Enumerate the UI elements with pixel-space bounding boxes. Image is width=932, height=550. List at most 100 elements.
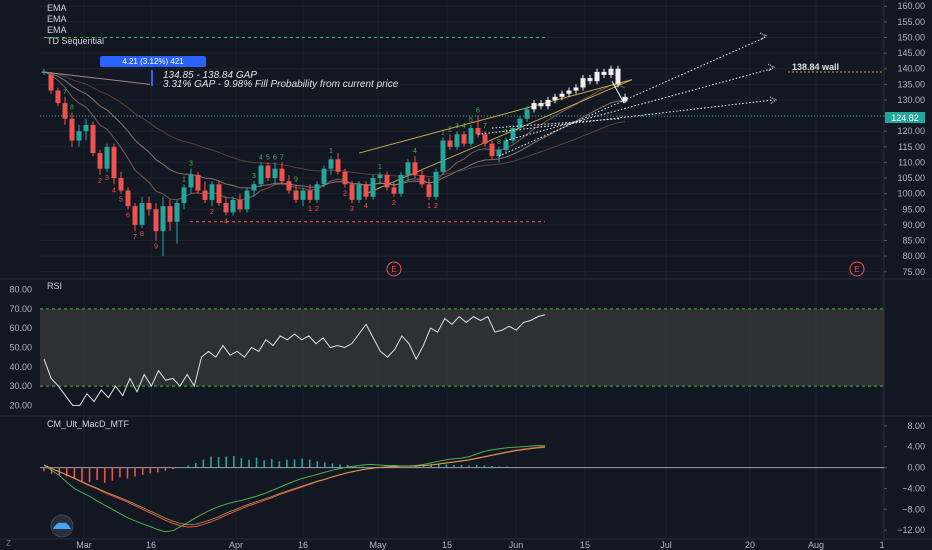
candle-body — [356, 184, 362, 200]
x-tick-label: Jun — [509, 540, 524, 550]
candle — [503, 137, 509, 154]
y-tick-label: 140.00 — [897, 64, 925, 74]
candle-body — [216, 184, 222, 204]
candle-body — [97, 153, 103, 169]
macd-y-tick-label: 4.00 — [907, 442, 925, 452]
candle-body — [566, 90, 572, 94]
macd-histogram-bar — [491, 466, 493, 468]
candle — [209, 181, 215, 207]
earnings-marker-label: E — [854, 265, 859, 274]
macd-histogram-bar — [88, 467, 91, 483]
legend-ema-1[interactable]: EMA — [47, 3, 67, 13]
macd-histogram-bar — [362, 466, 364, 468]
earnings-marker-aug[interactable]: E — [849, 261, 865, 277]
macd-signal-line — [43, 446, 546, 528]
candle — [167, 199, 173, 232]
candle — [461, 131, 467, 147]
candle — [258, 162, 264, 188]
td-count: 1 — [427, 203, 431, 210]
candle-body — [370, 178, 376, 197]
td-count: 3 — [252, 173, 256, 180]
candle — [55, 87, 61, 107]
candle — [314, 181, 320, 204]
x-tick-label: Apr — [229, 540, 243, 550]
rsi-y-tick-label: 80.00 — [9, 285, 32, 295]
x-tick-label: 20 — [745, 540, 755, 550]
candle — [174, 199, 180, 244]
wall-annotation: 138.84 wall — [788, 62, 884, 73]
td-count: 3 — [105, 175, 109, 182]
candle — [601, 68, 607, 79]
y-tick-label: 105.00 — [897, 173, 925, 183]
candle — [517, 115, 523, 132]
candle-body — [48, 74, 54, 91]
td-count: 9 — [294, 176, 298, 183]
projection-lines — [41, 32, 777, 157]
candle — [321, 165, 327, 188]
candle — [573, 84, 579, 94]
td-count: 5 — [266, 154, 270, 161]
macd-histogram-bar — [308, 459, 311, 468]
macd-histogram-bar — [187, 465, 190, 468]
macd-histogram-bar — [164, 467, 167, 471]
candle — [524, 106, 530, 122]
candle — [489, 140, 495, 160]
candle-body — [104, 146, 110, 169]
candle — [335, 153, 341, 175]
macd-histogram-bar — [354, 465, 357, 468]
y-tick-label: 145.00 — [897, 48, 925, 58]
x-tick-label: 16 — [146, 540, 156, 550]
candle-body — [167, 206, 173, 222]
x-tick-label: 15 — [580, 540, 590, 550]
rsi-y-tick-label: 20.00 — [9, 400, 32, 410]
candle — [377, 171, 383, 185]
candle — [370, 174, 376, 200]
candle — [223, 196, 229, 216]
measure-box: 4.21 (3.12%) 421 — [100, 56, 206, 67]
candle-body — [69, 118, 75, 141]
macd-line — [43, 445, 545, 533]
legend-ema-2[interactable]: EMA — [47, 14, 67, 24]
candle — [510, 124, 516, 144]
candle — [545, 96, 551, 110]
td-count: 2 — [434, 203, 438, 210]
candle-body — [622, 96, 628, 102]
macd-histogram-bar — [278, 461, 281, 468]
y-tick-label: 110.00 — [898, 157, 925, 167]
candle — [160, 196, 166, 257]
candle — [538, 99, 544, 110]
candle-body — [244, 190, 250, 210]
legend-ema-3[interactable]: EMA — [47, 25, 67, 35]
candle — [118, 171, 124, 194]
candle-body — [237, 199, 243, 210]
candle — [328, 156, 334, 175]
macd-histogram-bar — [498, 466, 501, 468]
candle-body — [265, 165, 271, 179]
td-count: 3 — [350, 206, 354, 213]
x-tick-label: May — [369, 540, 387, 550]
candle — [181, 184, 187, 210]
candle-body — [384, 174, 390, 188]
candle — [244, 187, 250, 213]
candle-body — [454, 134, 460, 147]
macd-histogram-bar — [468, 465, 470, 468]
earnings-marker-label: E — [391, 265, 396, 274]
candle-body — [377, 174, 383, 179]
candlestick-series — [41, 65, 628, 257]
td-count: 2 — [392, 200, 396, 207]
legend-td-sequential[interactable]: TD Sequential — [47, 36, 105, 46]
td-count: 8 — [70, 104, 74, 111]
macd-histogram-bar — [172, 467, 174, 470]
candle — [587, 74, 593, 85]
candle-body — [223, 203, 229, 213]
macd-histogram-bar — [263, 460, 265, 468]
td-count: 1 — [182, 176, 186, 183]
macd-histogram-bar — [65, 467, 68, 477]
tradingview-logo[interactable] — [50, 514, 74, 538]
candle-body — [552, 96, 558, 100]
earnings-marker-may[interactable]: E — [386, 261, 402, 277]
axes: Mar 16 Apr 16 May 15 Jun 15 Jul 20 Aug 175.0080.008… — [9, 1, 925, 550]
td-count: 3 — [455, 123, 459, 130]
